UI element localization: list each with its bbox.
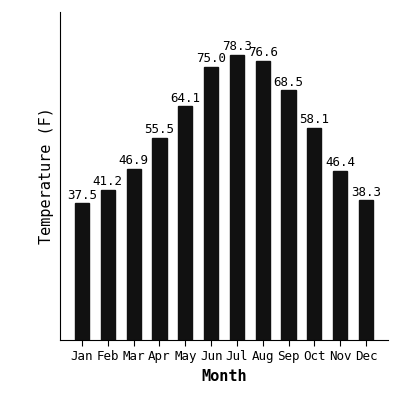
Bar [282, 90, 296, 340]
Text: 78.3: 78.3 [222, 40, 252, 53]
Bar [333, 171, 347, 340]
Text: 41.2: 41.2 [93, 175, 123, 188]
Bar [101, 190, 115, 340]
Text: 75.0: 75.0 [196, 52, 226, 65]
Bar [126, 169, 141, 340]
Text: 64.1: 64.1 [170, 92, 200, 104]
Text: 68.5: 68.5 [274, 76, 304, 88]
Y-axis label: Temperature (F): Temperature (F) [40, 108, 54, 244]
Bar [178, 106, 192, 340]
X-axis label: Month: Month [201, 369, 247, 384]
Text: 38.3: 38.3 [351, 186, 381, 198]
Bar [204, 67, 218, 340]
Text: 58.1: 58.1 [299, 114, 329, 126]
Bar [152, 138, 166, 340]
Text: 76.6: 76.6 [248, 46, 278, 59]
Bar [359, 200, 373, 340]
Text: 55.5: 55.5 [144, 123, 174, 136]
Text: 46.9: 46.9 [119, 154, 149, 167]
Bar [75, 203, 89, 340]
Text: 46.4: 46.4 [325, 156, 355, 169]
Bar [256, 61, 270, 340]
Text: 37.5: 37.5 [67, 188, 97, 202]
Bar [307, 128, 322, 340]
Bar [230, 55, 244, 340]
